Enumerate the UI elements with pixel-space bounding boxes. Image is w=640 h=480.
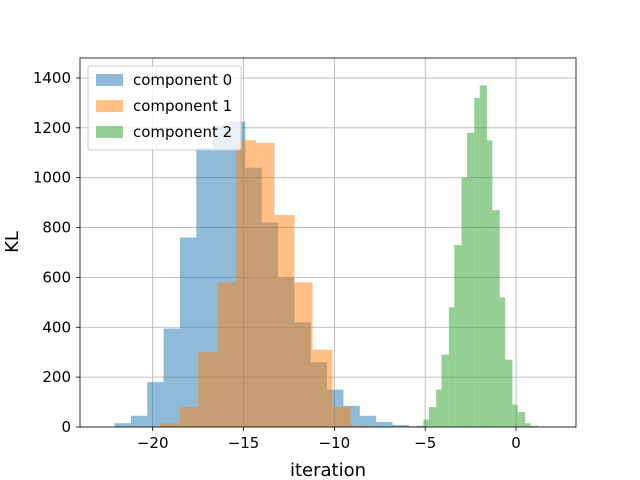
bar-series-1 xyxy=(236,140,257,427)
bar-series-2 xyxy=(423,419,429,427)
y-tick-label: 200 xyxy=(42,368,71,386)
bar-series-1 xyxy=(159,423,180,427)
legend-swatch xyxy=(96,100,123,112)
y-tick-label: 400 xyxy=(42,318,71,336)
bar-series-2 xyxy=(441,354,449,427)
x-tick-label: −15 xyxy=(228,434,260,452)
y-tick-label: 600 xyxy=(42,268,71,286)
plot-frame xyxy=(79,57,577,428)
bar-series-2 xyxy=(517,412,526,427)
bar-series-2 xyxy=(428,407,437,427)
y-tick-label: 0 xyxy=(61,418,71,436)
bar-series-2 xyxy=(454,244,462,427)
x-tick-label: −20 xyxy=(137,434,169,452)
bar-series-2 xyxy=(525,423,531,427)
bar-series-1 xyxy=(332,407,351,427)
legend: component 0 component 1 component 2 xyxy=(87,65,242,151)
legend-label: component 1 xyxy=(133,97,232,115)
legend-swatch xyxy=(96,74,123,86)
bar-series-0 xyxy=(359,415,377,427)
bar-series-1 xyxy=(312,349,333,427)
bar-series-1 xyxy=(350,425,371,427)
bar-series-2 xyxy=(530,425,538,427)
bar-series-0 xyxy=(179,237,197,427)
bar-series-1 xyxy=(179,407,199,427)
y-axis-title: KL xyxy=(2,231,23,253)
legend-swatch xyxy=(96,126,123,138)
bar-series-1 xyxy=(256,142,275,427)
bar-series-0 xyxy=(163,328,180,427)
bar-series-2 xyxy=(479,85,487,428)
bar-series-0 xyxy=(392,425,409,427)
bar-series-2 xyxy=(492,210,500,427)
y-tick-label: 1200 xyxy=(33,119,71,137)
bar-series-2 xyxy=(416,425,424,427)
bar-series-2 xyxy=(505,359,513,427)
bar-series-2 xyxy=(436,389,442,427)
bar-series-0 xyxy=(376,422,393,427)
legend-label: component 2 xyxy=(133,123,232,141)
x-tick-label: −5 xyxy=(414,434,436,452)
bar-series-1 xyxy=(218,282,237,427)
bar-series-2 xyxy=(499,297,506,427)
bar-series-0 xyxy=(130,415,148,427)
bar-series-2 xyxy=(448,307,455,427)
legend-label: component 0 xyxy=(133,71,232,89)
legend-box xyxy=(87,65,242,151)
bar-series-2 xyxy=(486,140,493,427)
x-tick-label: 0 xyxy=(511,434,521,452)
y-tick-label: 1400 xyxy=(33,69,71,87)
ticks: −20 −15 −10 −5 0 0 200 400 600 800 1000 1200 1400 xyxy=(33,69,521,452)
bar-series-2 xyxy=(512,404,518,427)
x-tick-label: −10 xyxy=(319,434,351,452)
bar-series-2 xyxy=(466,132,475,427)
bar-series-2 xyxy=(461,177,467,427)
bar-series-0 xyxy=(114,423,131,427)
bar-series-1 xyxy=(198,352,219,427)
bar-series-0 xyxy=(147,382,164,427)
bar-series-1 xyxy=(294,282,313,427)
y-tick-label: 800 xyxy=(42,219,71,237)
x-axis-title: iteration xyxy=(290,460,366,480)
bar-series-2 xyxy=(474,97,480,427)
y-tick-label: 1000 xyxy=(33,169,71,187)
bars xyxy=(114,85,538,428)
bar-series-1 xyxy=(274,215,295,427)
